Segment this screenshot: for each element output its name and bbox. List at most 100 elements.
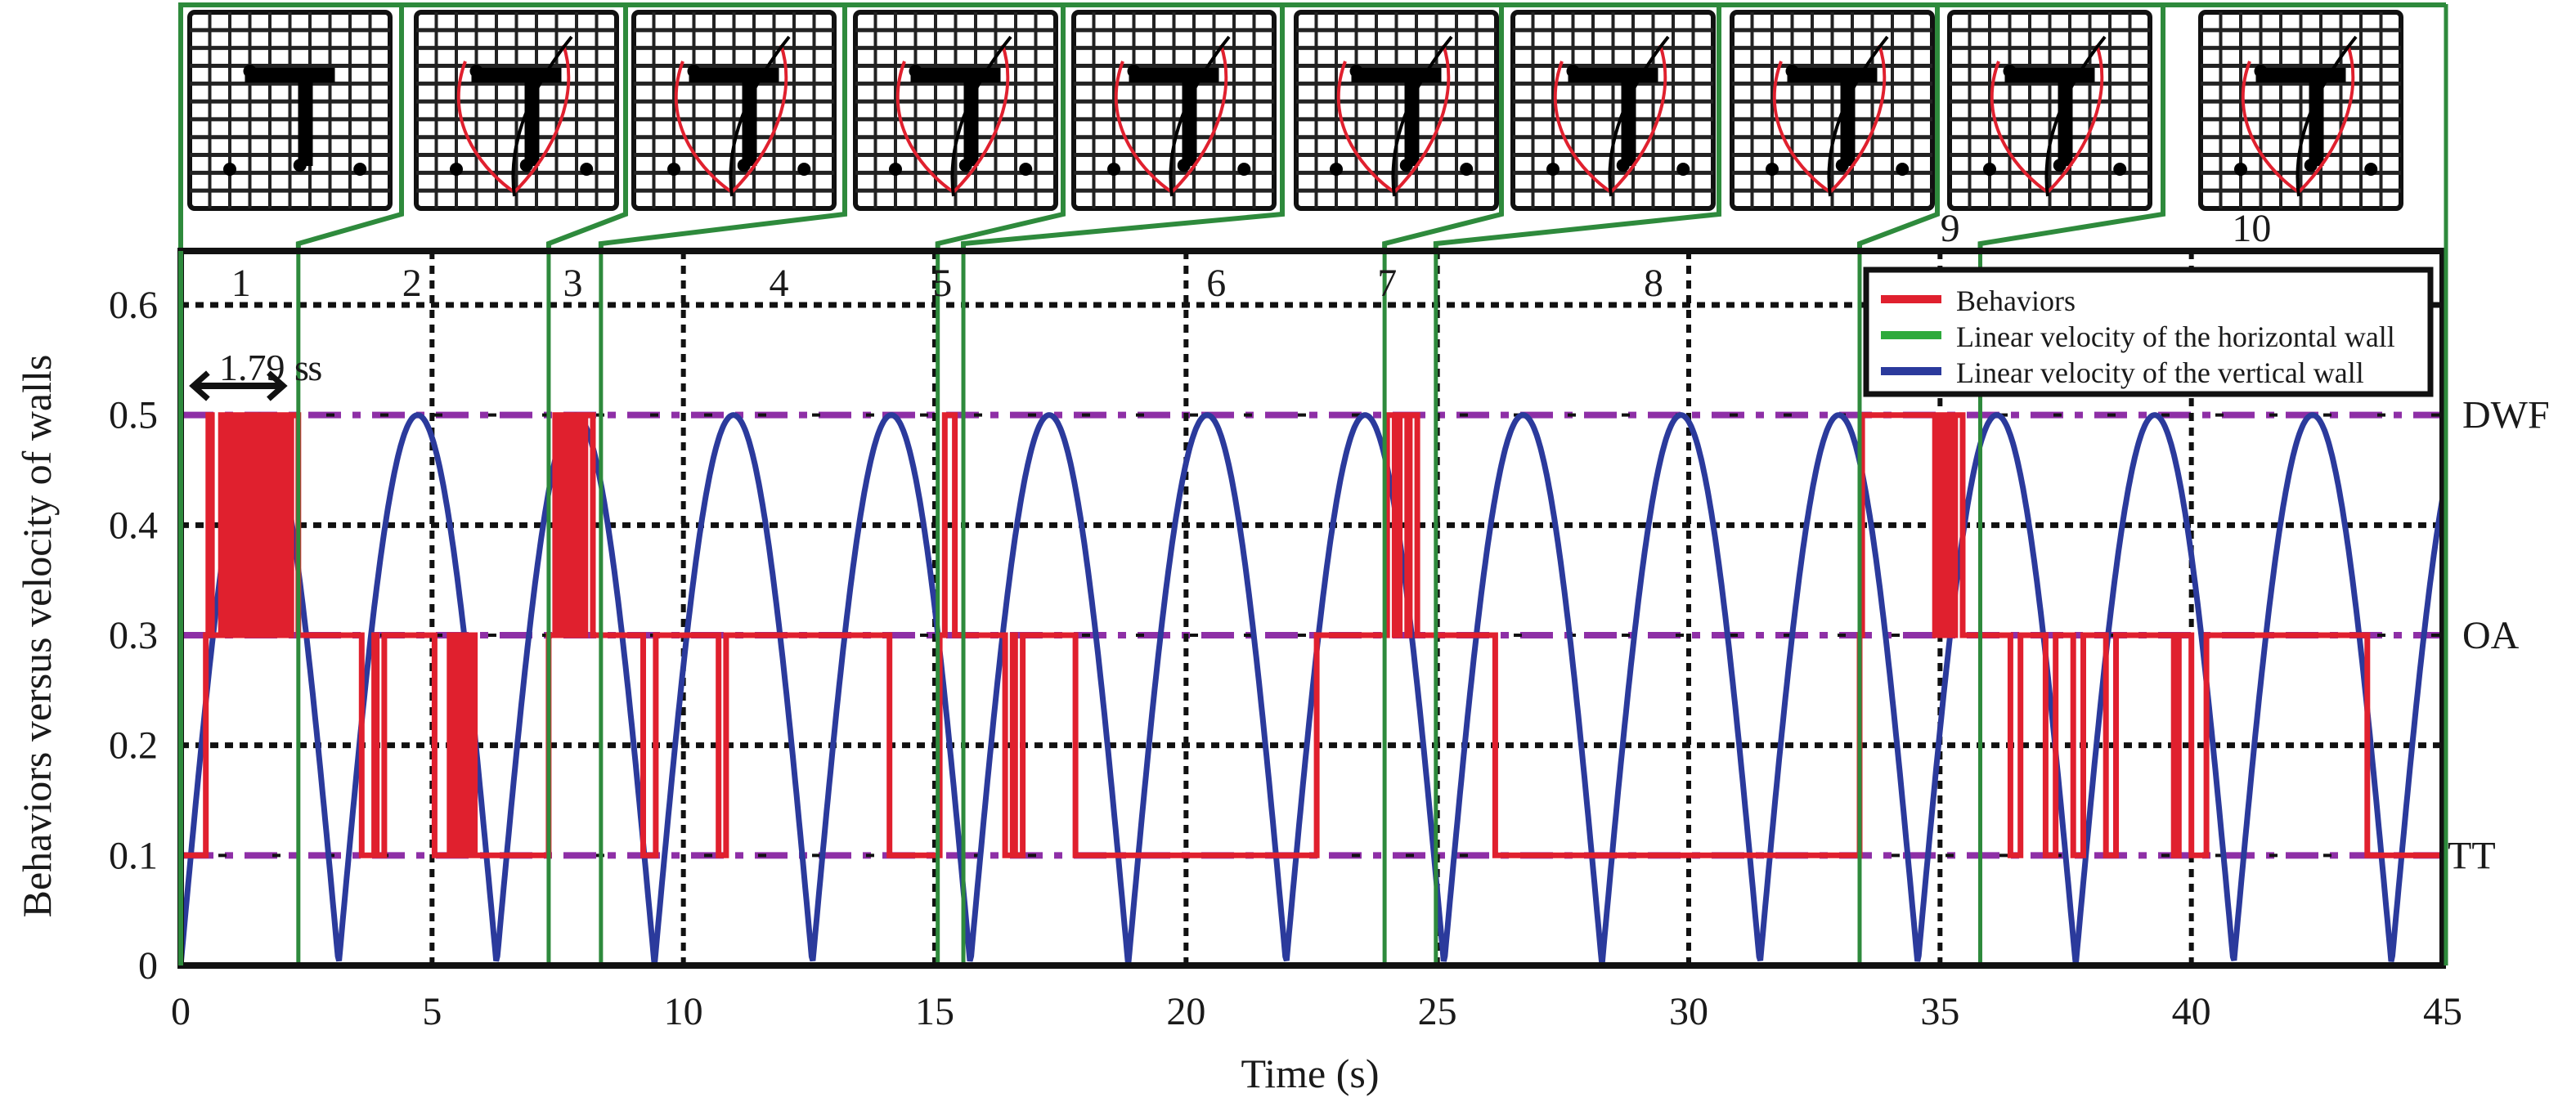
obstacle-dot [353, 163, 367, 176]
obstacle-dot [1349, 65, 1363, 78]
snapshot-5 [1071, 10, 1277, 211]
behavior-level-label: OA [2462, 614, 2520, 657]
y-tick-label: 0 [138, 944, 158, 988]
y-axis-label: Behaviors versus velocity of walls [14, 355, 60, 918]
obstacle-dot [1616, 159, 1630, 172]
segment-label: 9 [1941, 207, 1960, 250]
snapshot-7 [1510, 10, 1716, 211]
y-tick-label: 0.1 [109, 834, 158, 877]
obstacle-dot [1107, 163, 1120, 176]
arrow-head-right-icon [267, 370, 288, 401]
obstacle-dot [1330, 163, 1343, 176]
obstacle-dot [889, 163, 902, 176]
obstacle-dot [1399, 159, 1413, 172]
obstacle-dot [1835, 159, 1849, 172]
obstacle-dot [797, 163, 811, 176]
x-axis-label: Time (s) [1241, 1051, 1379, 1096]
robot-trajectory-black [950, 35, 1012, 197]
snapshot-10 [2198, 10, 2403, 211]
segment-label: 10 [2232, 207, 2271, 250]
duration-annotation: 1.79 s [219, 347, 309, 388]
obstacle-dot [2234, 163, 2247, 176]
legend-label: Behaviors [1956, 284, 2076, 317]
snapshot-8 [1730, 10, 1935, 211]
snapshot-strip [178, 2, 2446, 965]
robot-trajectory-black [2296, 35, 2358, 197]
obstacle-dot [2113, 163, 2127, 176]
segment-label: 5 [932, 262, 952, 305]
vertical-wall [524, 68, 540, 166]
obstacle-dot [1460, 163, 1474, 176]
snapshot-connector [1382, 5, 1504, 251]
plot-series [177, 251, 2446, 966]
vertical-wall [1621, 68, 1636, 166]
vertical-wall [1182, 68, 1197, 166]
x-tick-label: 30 [1669, 990, 1708, 1033]
plot-frame [177, 4, 2448, 969]
obstacle-dot [519, 159, 533, 172]
snapshot-connector [598, 5, 847, 251]
obstacle-dot [1177, 159, 1191, 172]
obstacle-dot [2254, 65, 2268, 78]
snapshot-1 [187, 10, 393, 211]
y-tick-label: 0.2 [109, 724, 158, 768]
duration-unit: s [307, 347, 322, 388]
robot-trajectory-black [511, 35, 573, 197]
robot-trajectory-black [1169, 35, 1231, 197]
robot-trajectory-black [2044, 35, 2107, 197]
robot-trajectory-black [1391, 35, 1453, 197]
obstacle-dot [909, 65, 922, 78]
snapshot-6 [1294, 10, 1499, 211]
segment-label: 4 [769, 262, 788, 305]
vertical-wall [1404, 68, 1420, 166]
obstacle-dot [737, 159, 751, 172]
arrow-head-left-icon [189, 370, 210, 401]
legend-label: Linear velocity of the horizontal wall [1956, 320, 2395, 353]
x-tick-label: 25 [1418, 990, 1457, 1033]
segment-label: 1 [231, 262, 251, 305]
x-tick-label: 15 [915, 990, 954, 1033]
vertical-wall [742, 68, 757, 166]
y-tick-label: 0.4 [109, 504, 158, 547]
segment-label: 2 [402, 262, 422, 305]
obstacle-dot [2053, 159, 2067, 172]
obstacle-dot [1766, 163, 1779, 176]
x-tick-label: 0 [171, 990, 191, 1033]
x-tick-label: 35 [1920, 990, 1959, 1033]
obstacle-dot [1019, 163, 1033, 176]
behaviors-step-line [181, 412, 2443, 858]
obstacle-dot [1676, 163, 1690, 176]
obstacle-dot [1127, 65, 1141, 78]
obstacle-dot [1237, 163, 1251, 176]
vertical-wall [963, 68, 979, 166]
obstacle-dot [223, 163, 236, 176]
y-tick-label: 0.3 [109, 614, 158, 657]
obstacle-dot [450, 163, 463, 176]
robot-trajectory-black [1827, 35, 1889, 197]
snapshot-3 [631, 10, 837, 211]
obstacle-dot [1785, 65, 1799, 78]
obstacle-dot [293, 159, 307, 172]
vertical-wall [2309, 68, 2324, 166]
x-tick-label: 5 [422, 990, 442, 1033]
segment-label: 8 [1644, 262, 1663, 305]
behavior-level-label: DWF [2462, 394, 2550, 437]
y-tick-label: 0.6 [109, 284, 158, 327]
obstacle-dot [958, 159, 972, 172]
snapshot-connector [1856, 5, 1940, 251]
snapshot-connector [1977, 5, 2165, 251]
snapshot-4 [853, 10, 1058, 211]
snapshot-connector [295, 5, 404, 251]
x-tick-label: 40 [2172, 990, 2211, 1033]
obstacle-dot [243, 65, 257, 78]
snapshot-2 [414, 10, 619, 211]
segment-label: 7 [1377, 262, 1397, 305]
x-tick-label: 20 [1166, 990, 1205, 1033]
y-tick-label: 0.5 [109, 394, 158, 437]
snapshot-connector [935, 5, 1066, 251]
segment-label: 6 [1206, 262, 1226, 305]
snapshot-connector [961, 5, 1285, 251]
obstacle-dot [2364, 163, 2378, 176]
vertical-wall [2058, 68, 2073, 166]
